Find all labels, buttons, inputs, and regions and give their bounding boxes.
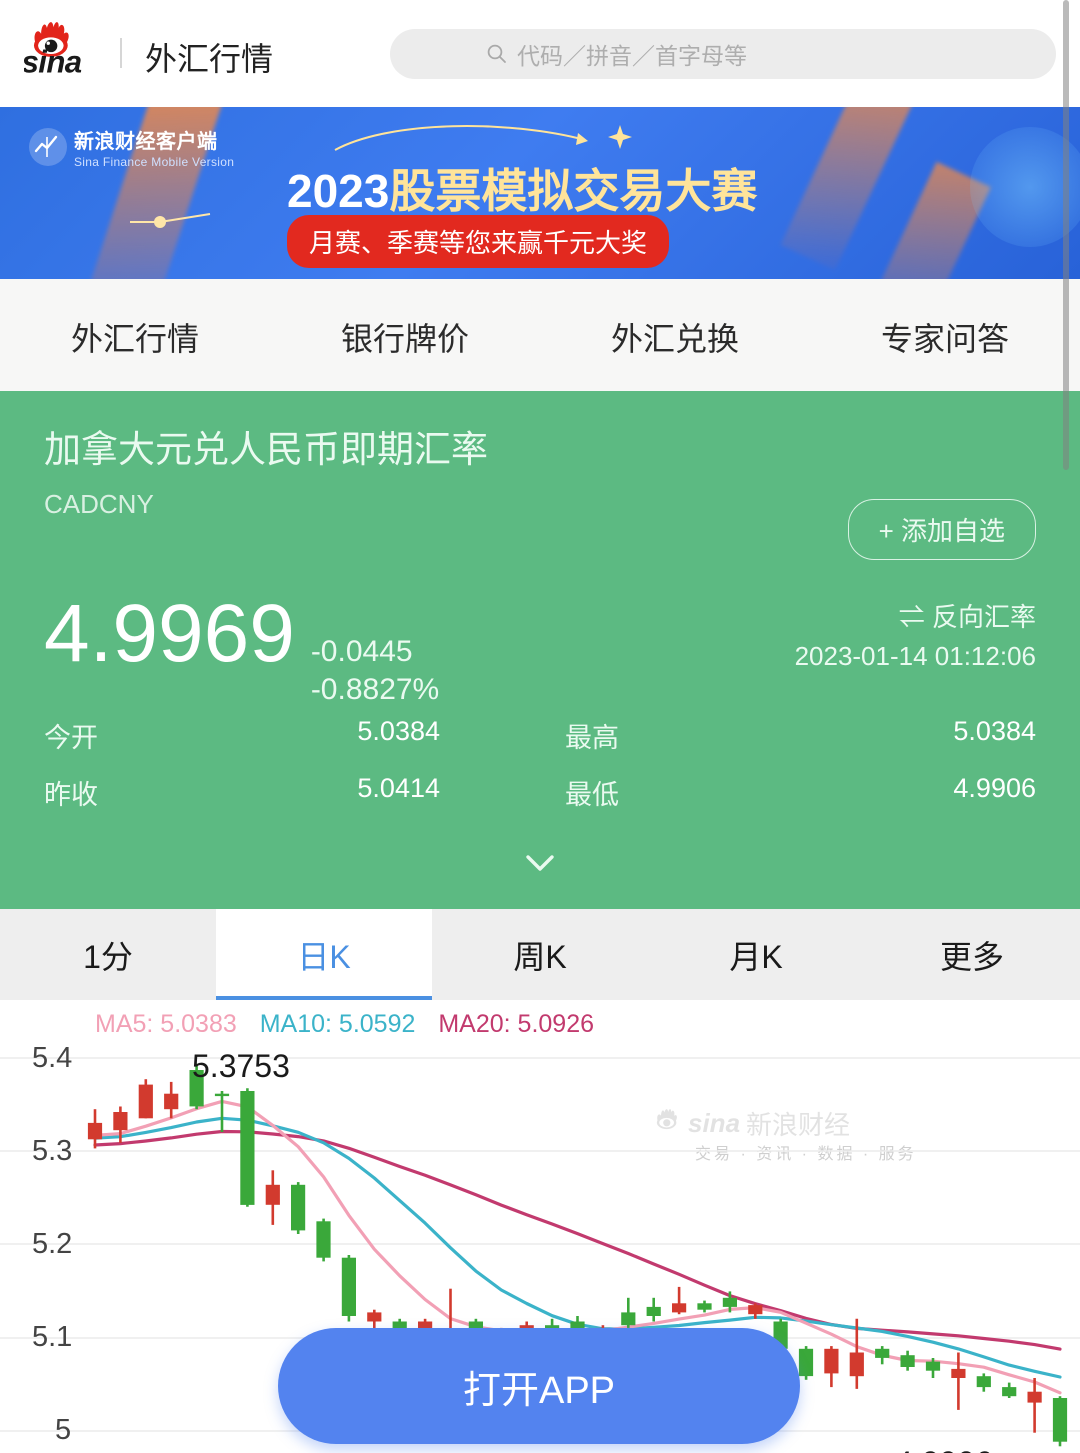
svg-text:sina: sina xyxy=(24,45,82,74)
